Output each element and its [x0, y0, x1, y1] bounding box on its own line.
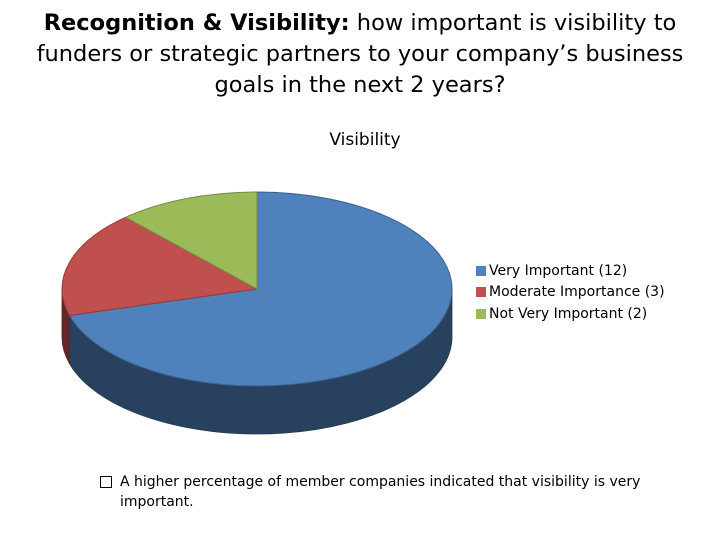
legend-label-not-very-important: Not Very Important (2): [489, 305, 648, 322]
legend-swatch-very-important: [476, 265, 486, 276]
legend-swatch-moderate-importance: [476, 287, 486, 298]
slide-title-rest: how important is visibility to funders o…: [36, 10, 684, 98]
legend-item-not-very-important: Not Very Important (2): [476, 303, 665, 325]
legend-item-moderate-importance: Moderate Importance (3): [476, 282, 665, 304]
pie-slice-not-very-important: [124, 191, 258, 290]
footnote: A higher percentage of member companies …: [100, 472, 660, 512]
chart-legend: Very Important (12) Moderate Importance …: [476, 260, 665, 325]
legend-item-very-important: Very Important (12): [476, 260, 665, 282]
footnote-text: A higher percentage of member companies …: [120, 474, 641, 510]
legend-label-moderate-importance: Moderate Importance (3): [489, 284, 665, 301]
checkbox-bullet-icon: [100, 476, 112, 488]
slide-title: Recognition & Visibility: how important …: [10, 8, 710, 101]
legend-label-very-important: Very Important (12): [489, 262, 628, 279]
chart-title: Visibility: [329, 130, 401, 150]
legend-swatch-not-very-important: [476, 308, 486, 319]
pie-slice-very-important: [68, 191, 453, 387]
slide-title-bold: Recognition & Visibility:: [43, 10, 350, 36]
pie-slice-moderate-importance: [61, 216, 259, 317]
